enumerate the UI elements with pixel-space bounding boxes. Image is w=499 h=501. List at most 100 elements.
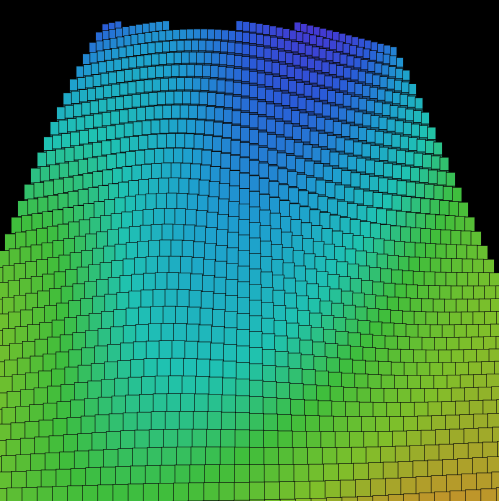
voxel-face-top bbox=[366, 99, 375, 113]
voxel-face-top bbox=[238, 219, 250, 237]
voxel-face-top bbox=[134, 150, 146, 166]
voxel-face-top bbox=[339, 79, 348, 92]
voxel-face-top bbox=[56, 106, 66, 120]
voxel-face-top bbox=[174, 208, 187, 226]
voxel-face-top bbox=[232, 96, 242, 110]
voxel-face-top bbox=[332, 121, 343, 135]
voxel-face-top bbox=[387, 179, 398, 194]
voxel-face-top bbox=[356, 46, 364, 57]
voxel-face-top bbox=[165, 91, 175, 105]
voxel-face-top bbox=[402, 122, 412, 135]
voxel-face-top bbox=[280, 216, 292, 233]
voxel-face-top bbox=[363, 190, 374, 207]
voxel-face-top bbox=[281, 247, 294, 266]
voxel-face-top bbox=[226, 247, 239, 266]
voxel-face-top bbox=[95, 40, 104, 52]
voxel-face-top bbox=[68, 161, 79, 177]
voxel-face-top bbox=[316, 117, 326, 131]
voxel-face-top bbox=[336, 41, 344, 52]
voxel-face-top bbox=[165, 29, 174, 41]
voxel-face-top bbox=[384, 90, 394, 103]
voxel-face-top bbox=[249, 160, 260, 176]
voxel-face-top bbox=[131, 68, 141, 81]
voxel-face-top bbox=[260, 256, 273, 275]
voxel-face-top bbox=[222, 123, 233, 138]
voxel-face-top bbox=[152, 289, 166, 309]
voxel-face-top bbox=[365, 72, 374, 84]
voxel-face-top bbox=[425, 140, 435, 154]
voxel-face-top bbox=[304, 160, 315, 176]
voxel-face-top bbox=[148, 178, 160, 195]
voxel-face-top bbox=[357, 38, 366, 48]
voxel-face-top bbox=[379, 76, 388, 88]
voxel-face-top bbox=[388, 66, 397, 78]
voxel-face-top bbox=[374, 161, 385, 176]
voxel-face-top bbox=[143, 54, 152, 67]
voxel-face-top bbox=[88, 42, 97, 53]
voxel-face-top bbox=[403, 493, 420, 501]
voxel-face-top bbox=[249, 222, 261, 240]
voxel-face-top bbox=[98, 99, 108, 113]
voxel-face-top bbox=[156, 91, 167, 105]
voxel-face-top bbox=[147, 66, 157, 79]
voxel-face-top bbox=[440, 229, 452, 246]
voxel-face-top bbox=[345, 34, 353, 45]
voxel-face-top bbox=[297, 97, 307, 110]
voxel-face-top bbox=[129, 136, 140, 152]
voxel-face-top bbox=[269, 197, 281, 214]
voxel-face-top bbox=[17, 200, 29, 217]
voxel-face-top bbox=[295, 31, 304, 42]
voxel-face-top bbox=[151, 78, 161, 92]
voxel-face-top bbox=[109, 37, 118, 49]
voxel-face-top bbox=[324, 75, 333, 88]
voxel-face-top bbox=[153, 105, 164, 120]
voxel-face-top bbox=[133, 44, 142, 56]
voxel-face-top bbox=[366, 206, 378, 223]
voxel-face-top bbox=[399, 94, 409, 106]
voxel-face-top bbox=[289, 95, 299, 108]
voxel-face-top bbox=[162, 305, 176, 327]
voxel-face-top bbox=[217, 213, 229, 232]
voxel-face-top bbox=[279, 481, 296, 501]
voxel-face-top bbox=[64, 105, 74, 119]
voxel-face-top bbox=[326, 497, 343, 501]
voxel-face-top bbox=[350, 96, 360, 109]
voxel-face-top bbox=[21, 215, 33, 232]
voxel-face-top bbox=[361, 143, 372, 158]
voxel-face-top bbox=[342, 43, 351, 54]
voxel-face-top bbox=[286, 66, 296, 78]
voxel-face-top bbox=[170, 162, 182, 179]
voxel-face-top bbox=[231, 110, 242, 125]
voxel-face-top bbox=[360, 59, 369, 70]
voxel-face-top bbox=[389, 105, 399, 118]
voxel-face-top bbox=[145, 193, 157, 211]
voxel-face-top bbox=[182, 148, 193, 164]
voxel-face-top bbox=[82, 53, 91, 65]
voxel-face-top bbox=[186, 119, 197, 134]
voxel-face-top bbox=[178, 177, 190, 195]
voxel-face-top bbox=[377, 88, 386, 101]
voxel-face-top bbox=[202, 135, 214, 150]
voxel-face-top bbox=[216, 79, 226, 93]
voxel-face-top bbox=[233, 68, 243, 81]
voxel-face-top bbox=[302, 144, 313, 159]
voxel-face-top bbox=[387, 148, 398, 163]
voxel-face-top bbox=[151, 31, 160, 42]
voxel-face-top bbox=[108, 29, 117, 40]
voxel-face-top bbox=[370, 41, 378, 52]
voxel-face-top bbox=[49, 164, 60, 180]
voxel-face-top bbox=[258, 162, 269, 179]
voxel-face-top bbox=[103, 85, 113, 98]
voxel-face-top bbox=[198, 179, 210, 197]
voxel-face-top bbox=[311, 147, 322, 162]
voxel-face-top bbox=[150, 119, 161, 135]
voxel-face-top bbox=[399, 135, 410, 150]
voxel-face-top bbox=[162, 20, 170, 31]
voxel-face-top bbox=[435, 214, 446, 231]
voxel-face-top bbox=[185, 209, 197, 227]
voxel-face-top bbox=[79, 130, 89, 145]
voxel-face-top bbox=[166, 52, 175, 65]
voxel-face-top bbox=[379, 146, 389, 161]
voxel-face-top bbox=[198, 39, 207, 52]
voxel-face-top bbox=[395, 68, 404, 79]
